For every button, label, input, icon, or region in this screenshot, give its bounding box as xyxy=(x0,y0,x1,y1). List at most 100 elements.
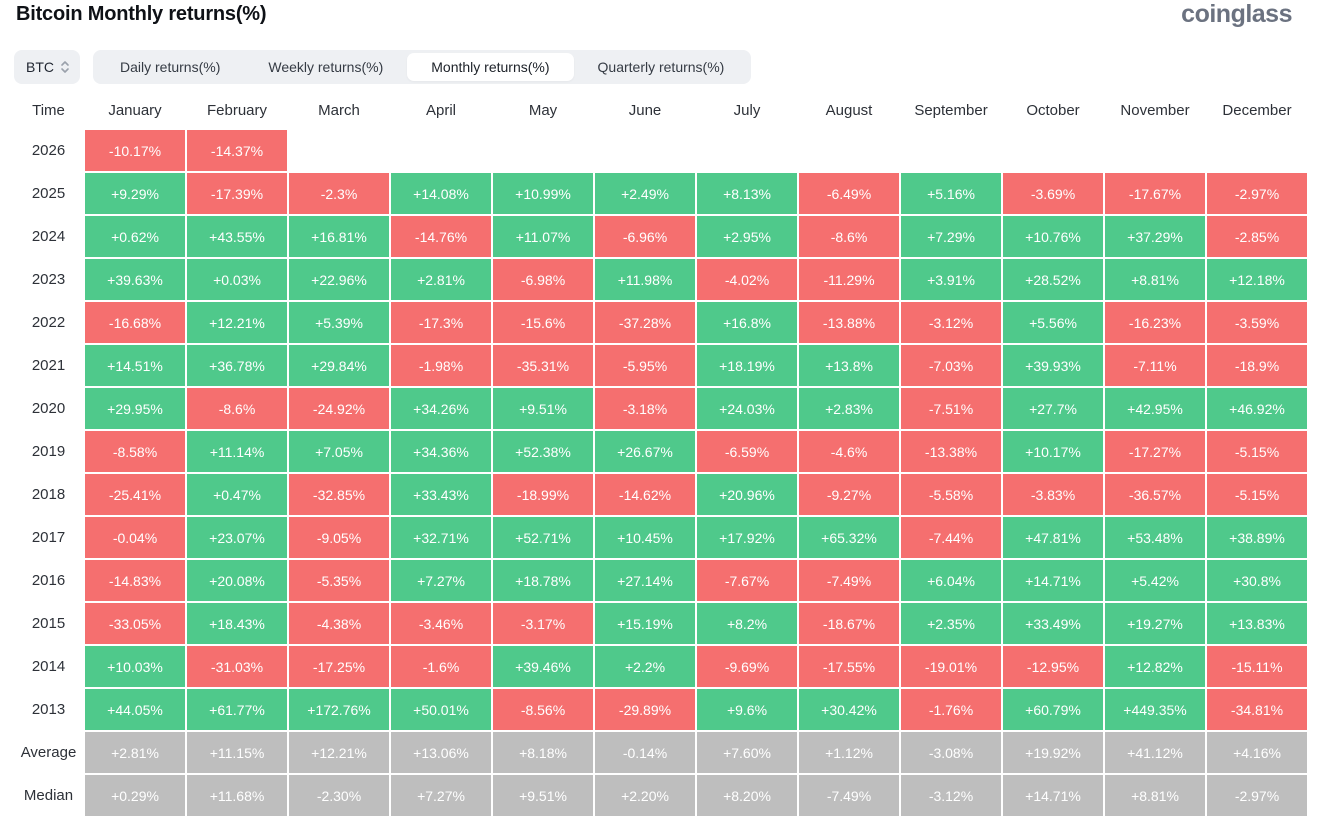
return-cell: +10.03% xyxy=(85,646,185,687)
tab-weekly-returns[interactable]: Weekly returns(%) xyxy=(268,59,384,75)
return-cell: -0.14% xyxy=(595,732,695,773)
return-cell: +7.05% xyxy=(289,431,389,472)
return-cell: -37.28% xyxy=(595,302,695,343)
return-cell: -13.88% xyxy=(799,302,899,343)
returns-table: Time January February March April May June July… xyxy=(14,90,1307,818)
return-cell xyxy=(289,130,389,171)
return-cell: +0.47% xyxy=(187,474,287,515)
return-cell: -1.6% xyxy=(391,646,491,687)
return-cell: +43.55% xyxy=(187,216,287,257)
return-cell: -2.97% xyxy=(1207,173,1307,214)
symbol-select[interactable]: BTC xyxy=(14,50,80,84)
return-cell: +30.8% xyxy=(1207,560,1307,601)
return-cell: -9.69% xyxy=(697,646,797,687)
return-cell: +26.67% xyxy=(595,431,695,472)
return-cell: +3.91% xyxy=(901,259,1001,300)
return-cell: +30.42% xyxy=(799,689,899,730)
controls-bar: BTC Daily returns(%) Weekly returns(%) Mon… xyxy=(14,50,752,84)
return-cell: -25.41% xyxy=(85,474,185,515)
tab-monthly-returns[interactable]: Monthly returns(%) xyxy=(407,53,574,81)
return-cell: +449.35% xyxy=(1105,689,1205,730)
returns-tabbar: Daily returns(%) Weekly returns(%) Monthly… xyxy=(93,50,752,84)
return-cell: +12.82% xyxy=(1105,646,1205,687)
return-cell: -6.96% xyxy=(595,216,695,257)
return-cell: +52.38% xyxy=(493,431,593,472)
column-header: July xyxy=(733,101,761,119)
return-cell: +6.04% xyxy=(901,560,1001,601)
return-cell: +7.27% xyxy=(391,775,491,816)
table-row: 2019 -8.58% +11.14% +7.05% +34.36% +52.38% +26… xyxy=(14,431,1307,472)
return-cell: +14.51% xyxy=(85,345,185,386)
return-cell: +39.93% xyxy=(1003,345,1103,386)
return-cell: -4.02% xyxy=(697,259,797,300)
return-cell: +2.81% xyxy=(85,732,185,773)
return-cell: -9.27% xyxy=(799,474,899,515)
return-cell: -12.95% xyxy=(1003,646,1103,687)
unfold-sort-icon xyxy=(60,60,70,74)
return-cell: +8.18% xyxy=(493,732,593,773)
return-cell: -4.38% xyxy=(289,603,389,644)
return-cell: +0.03% xyxy=(187,259,287,300)
table-row: Median +0.29% +11.68% -2.30% +7.27% +9.51% +2.… xyxy=(14,775,1307,816)
return-cell: +44.05% xyxy=(85,689,185,730)
return-cell: -8.6% xyxy=(799,216,899,257)
return-cell: -17.55% xyxy=(799,646,899,687)
row-label: 2025 xyxy=(31,185,66,202)
return-cell: +29.84% xyxy=(289,345,389,386)
return-cell: -9.05% xyxy=(289,517,389,558)
return-cell: -5.35% xyxy=(289,560,389,601)
return-cell: +33.49% xyxy=(1003,603,1103,644)
return-cell: +20.08% xyxy=(187,560,287,601)
return-cell: +5.39% xyxy=(289,302,389,343)
return-cell: -13.38% xyxy=(901,431,1001,472)
return-cell: +50.01% xyxy=(391,689,491,730)
table-row: 2022 -16.68% +12.21% +5.39% -17.3% -15.6% -37.… xyxy=(14,302,1307,343)
return-cell: +2.95% xyxy=(697,216,797,257)
return-cell: -14.83% xyxy=(85,560,185,601)
return-cell: -5.15% xyxy=(1207,431,1307,472)
table-row: Average +2.81% +11.15% +12.21% +13.06% +8.18%… xyxy=(14,732,1307,773)
table-row: 2024 +0.62% +43.55% +16.81% -14.76% +11.07% -6… xyxy=(14,216,1307,257)
column-header: May xyxy=(528,101,558,119)
return-cell: +61.77% xyxy=(187,689,287,730)
return-cell: -33.05% xyxy=(85,603,185,644)
return-cell: +17.92% xyxy=(697,517,797,558)
tab-quarterly-returns[interactable]: Quarterly returns(%) xyxy=(597,59,725,75)
column-header: March xyxy=(318,101,360,119)
return-cell: +2.83% xyxy=(799,388,899,429)
return-cell: +5.16% xyxy=(901,173,1001,214)
return-cell: -5.15% xyxy=(1207,474,1307,515)
return-cell: +2.20% xyxy=(595,775,695,816)
tab-daily-returns[interactable]: Daily returns(%) xyxy=(120,59,221,75)
table-row: 2026 -10.17% -14.37% xyxy=(14,130,1307,171)
return-cell: -18.67% xyxy=(799,603,899,644)
return-cell: +20.96% xyxy=(697,474,797,515)
return-cell: +19.92% xyxy=(1003,732,1103,773)
row-label: 2024 xyxy=(31,228,66,245)
return-cell: -16.23% xyxy=(1105,302,1205,343)
return-cell: +4.16% xyxy=(1207,732,1307,773)
return-cell: +42.95% xyxy=(1105,388,1205,429)
return-cell: +28.52% xyxy=(1003,259,1103,300)
column-header: August xyxy=(825,101,873,119)
return-cell: -29.89% xyxy=(595,689,695,730)
table-row: 2025 +9.29% -17.39% -2.3% +14.08% +10.99% +2.4… xyxy=(14,173,1307,214)
return-cell: +12.21% xyxy=(289,732,389,773)
return-cell xyxy=(1003,130,1103,171)
return-cell: +10.17% xyxy=(1003,431,1103,472)
return-cell: -17.27% xyxy=(1105,431,1205,472)
return-cell: -24.92% xyxy=(289,388,389,429)
return-cell: -16.68% xyxy=(85,302,185,343)
return-cell: +33.43% xyxy=(391,474,491,515)
return-cell: -2.30% xyxy=(289,775,389,816)
return-cell: +27.7% xyxy=(1003,388,1103,429)
return-cell: +11.98% xyxy=(595,259,695,300)
return-cell: +34.36% xyxy=(391,431,491,472)
row-label: 2023 xyxy=(31,271,66,288)
return-cell: +10.99% xyxy=(493,173,593,214)
row-label: 2018 xyxy=(31,486,66,503)
row-label: 2022 xyxy=(31,314,66,331)
table-row: 2018 -25.41% +0.47% -32.85% +33.43% -18.99% -1… xyxy=(14,474,1307,515)
return-cell: -7.03% xyxy=(901,345,1001,386)
return-cell: -17.3% xyxy=(391,302,491,343)
